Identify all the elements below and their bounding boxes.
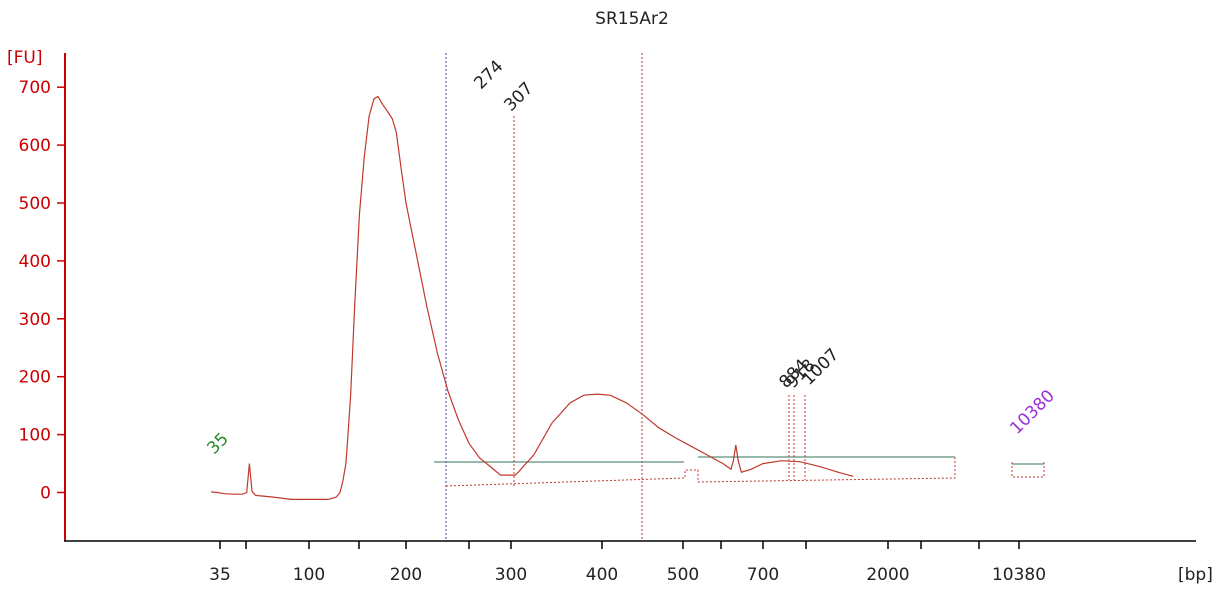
x-tick-label: 2000 — [866, 565, 909, 585]
x-tick-label: 200 — [390, 565, 422, 585]
x-tick-label: 100 — [293, 565, 325, 585]
peak-label-274: 274 — [470, 56, 507, 93]
peak-label-10380: 10380 — [1006, 386, 1058, 438]
y-tick-label: 700 — [19, 78, 51, 98]
chart-title: SR15Ar2 — [595, 9, 669, 29]
y-tick-label: 600 — [19, 136, 51, 156]
peak-label-35: 35 — [203, 429, 232, 458]
y-tick-label: 200 — [19, 368, 51, 388]
y-tick-label: 500 — [19, 194, 51, 214]
x-tick-label: 35 — [209, 565, 231, 585]
y-tick-label: 400 — [19, 252, 51, 272]
x-tick-label: 300 — [495, 565, 527, 585]
y-tick-label: 100 — [19, 426, 51, 446]
x-axis-unit: [bp] — [1178, 565, 1213, 585]
peak-label-307: 307 — [500, 78, 537, 115]
y-tick-label: 0 — [40, 484, 51, 504]
x-tick-label: 400 — [586, 565, 618, 585]
series-line — [211, 95, 854, 500]
y-tick-label: 300 — [19, 310, 51, 330]
y-axis-unit: [FU] — [7, 48, 43, 68]
x-tick-label: 10380 — [992, 565, 1046, 585]
x-tick-label: 700 — [747, 565, 779, 585]
region-outline-1 — [445, 456, 956, 487]
x-tick-label: 500 — [667, 565, 699, 585]
